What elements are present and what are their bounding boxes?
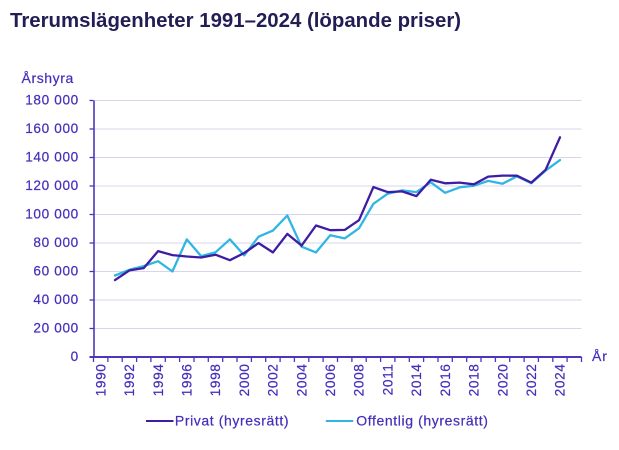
svg-text:Trerumslägenheter 1991–2024 (l: Trerumslägenheter 1991–2024 (löpande pri… (10, 10, 461, 32)
svg-text:2024: 2024 (553, 364, 568, 397)
svg-text:60 000: 60 000 (33, 264, 78, 279)
svg-text:2020: 2020 (495, 364, 510, 397)
svg-text:20 000: 20 000 (33, 321, 78, 336)
svg-text:2000: 2000 (237, 364, 252, 397)
svg-text:100 000: 100 000 (25, 207, 79, 222)
svg-text:Offentlig (hyresrätt): Offentlig (hyresrätt) (356, 412, 488, 428)
svg-text:140 000: 140 000 (25, 150, 79, 165)
svg-text:180 000: 180 000 (25, 93, 79, 108)
svg-text:2002: 2002 (266, 364, 281, 397)
svg-text:2016: 2016 (438, 364, 453, 397)
svg-text:2014: 2014 (409, 364, 424, 397)
svg-text:2006: 2006 (323, 364, 338, 397)
svg-text:40 000: 40 000 (33, 292, 78, 307)
svg-text:0: 0 (71, 349, 79, 364)
svg-text:80 000: 80 000 (33, 235, 78, 250)
svg-text:2022: 2022 (524, 364, 539, 397)
svg-text:1994: 1994 (151, 364, 166, 397)
svg-text:År: År (592, 348, 608, 364)
svg-text:1998: 1998 (208, 364, 223, 397)
svg-text:160 000: 160 000 (25, 121, 79, 136)
svg-text:2004: 2004 (294, 364, 309, 397)
svg-text:2018: 2018 (467, 364, 482, 397)
svg-text:Privat (hyresrätt): Privat (hyresrätt) (175, 412, 289, 428)
svg-text:120 000: 120 000 (25, 178, 79, 193)
svg-text:1996: 1996 (180, 364, 195, 397)
svg-text:1992: 1992 (122, 364, 137, 397)
svg-text:Årshyra: Årshyra (22, 70, 74, 86)
svg-text:1990: 1990 (93, 364, 108, 397)
svg-text:2011: 2011 (380, 364, 395, 396)
svg-text:2008: 2008 (352, 364, 367, 397)
